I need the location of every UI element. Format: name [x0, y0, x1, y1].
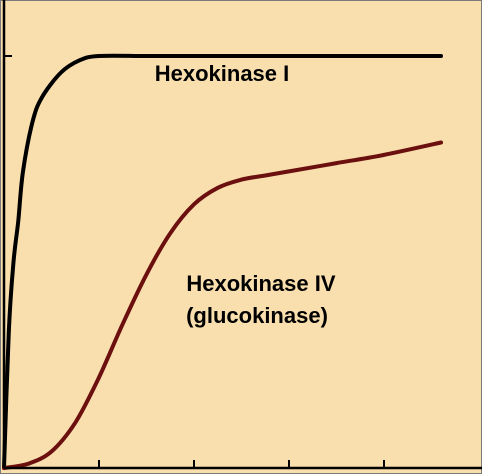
series-label-line: Hexokinase IV	[186, 271, 336, 296]
series-label-line: Hexokinase I	[155, 61, 290, 86]
series-line-1	[2, 140, 443, 470]
series-label-hexokinase-i: Hexokinase I	[155, 61, 290, 86]
series-label-hexokinase-iv: Hexokinase IV (glucokinase)	[186, 271, 342, 328]
series-line-0	[2, 53, 443, 470]
series-layer	[2, 53, 443, 470]
series-label-line: (glucokinase)	[186, 303, 328, 328]
label-layer: Hexokinase I Hexokinase IV (glucokinase)	[155, 61, 342, 328]
